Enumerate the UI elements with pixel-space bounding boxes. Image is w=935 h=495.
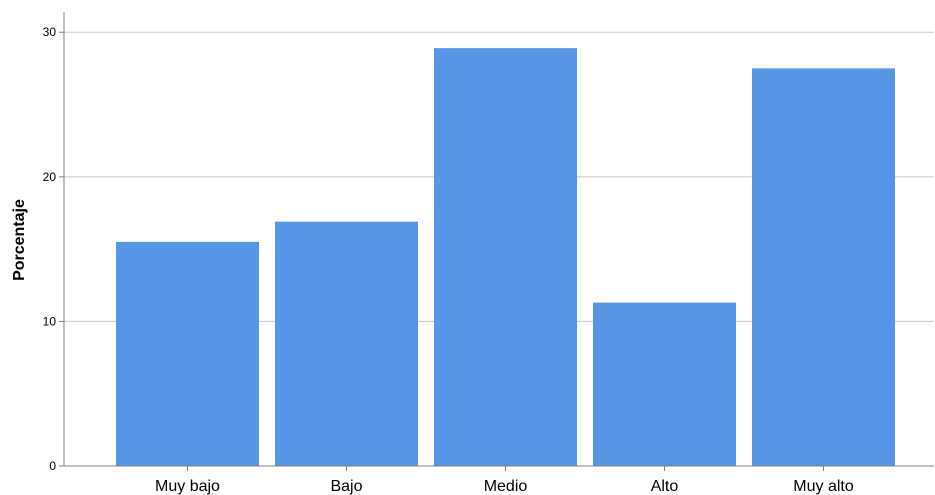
labels: 0 10 20 30 Muy bajo Bajo Medio Alto Muy alto <box>43 25 854 495</box>
x-category-label: Alto <box>651 478 679 495</box>
y-tick-label: 10 <box>43 314 57 328</box>
bar <box>752 68 895 466</box>
bar <box>593 302 736 466</box>
y-tick-label: 0 <box>49 459 56 473</box>
y-axis-title: Porcentaje <box>11 199 28 281</box>
x-category-label: Muy bajo <box>155 478 220 495</box>
x-category-label: Medio <box>484 478 528 495</box>
axes <box>59 12 934 471</box>
y-tick-label: 30 <box>43 25 57 39</box>
y-tick-label: 20 <box>43 170 57 184</box>
bar <box>434 48 577 467</box>
x-category-label: Bajo <box>330 478 362 495</box>
bar <box>116 241 259 466</box>
bars <box>116 48 895 467</box>
bar <box>275 221 418 466</box>
x-category-label: Muy alto <box>793 478 854 495</box>
